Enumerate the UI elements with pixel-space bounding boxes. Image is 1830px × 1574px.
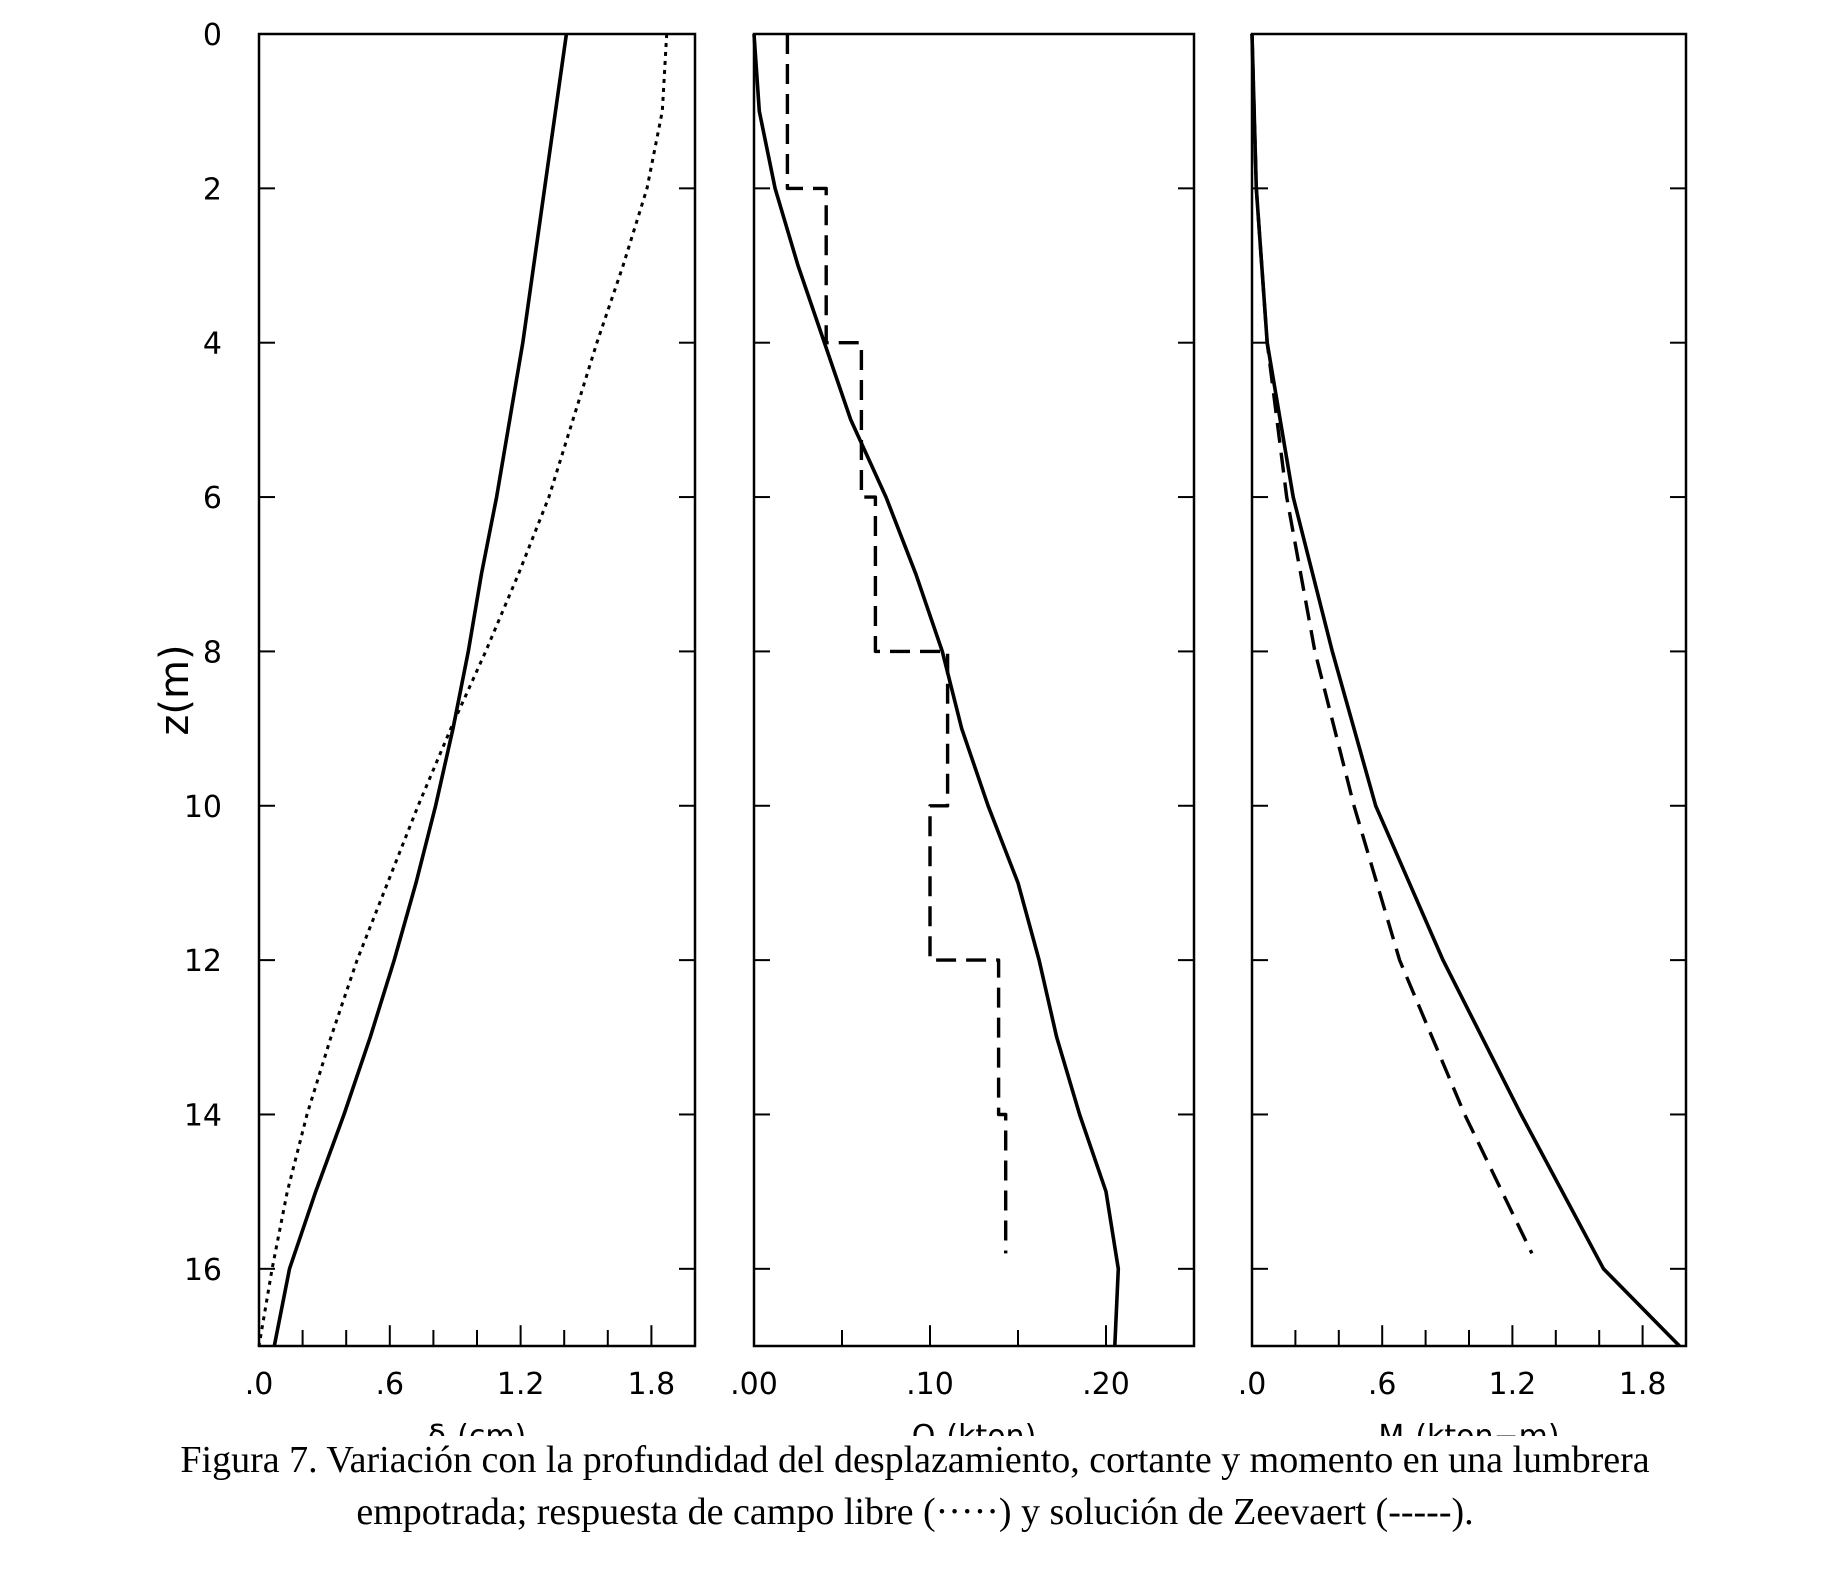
panel-moment-frame <box>1250 32 1688 1348</box>
panel-moment-xlabel: Mz(kton−m) <box>1378 1419 1559 1436</box>
panel-moment-xtick-label: .6 <box>1368 1367 1397 1402</box>
panel-moment-series-solid-line <box>1250 33 1681 1348</box>
panel-shear-xtick-label: .00 <box>730 1367 778 1402</box>
figure-chart: .0 .6 1.2 1.8 δz(cm) .00 .10 .20 Qz(kton) .0 .6 1.2… <box>152 18 1688 1436</box>
panel-displacement-frame <box>257 32 697 1348</box>
panel-displacement-xtick-label: 1.8 <box>628 1367 676 1402</box>
panel-shear-series-dashed-line <box>785 34 1008 1254</box>
ytick-label: 2 <box>203 172 222 207</box>
panel-moment-series-dashed-line <box>1250 33 1534 1255</box>
y-axis-label: z(m) <box>152 644 198 735</box>
ytick-label: 16 <box>184 1253 222 1288</box>
ytick-label: 10 <box>184 790 222 825</box>
panel-displacement-series-dotted-line <box>257 33 669 1347</box>
ytick-label: 0 <box>203 18 222 53</box>
figure-caption-line-1: Figura 7. Variación con la profundidad d… <box>180 1439 1650 1481</box>
panel-displacement-xtick-label: .0 <box>245 1367 274 1402</box>
panel-moment-xtick-label: 1.2 <box>1489 1367 1537 1402</box>
panel-shear-xlabel: Qz(kton) <box>912 1419 1037 1436</box>
ytick-label: 4 <box>203 327 222 362</box>
panel-displacement-xlabel: δz(cm) <box>428 1419 527 1436</box>
panel-shear-xtick-label: .10 <box>906 1367 954 1402</box>
figure-caption-line-2: empotrada; respuesta de campo libre (···… <box>356 1491 1474 1533</box>
ytick-label: 8 <box>203 635 222 670</box>
panel-displacement-series-solid-line <box>272 33 569 1347</box>
ytick-label: 6 <box>203 481 222 516</box>
panel-displacement-xtick-label: 1.2 <box>497 1367 545 1402</box>
ytick-label: 14 <box>184 1098 222 1133</box>
ytick-label: 12 <box>184 944 222 979</box>
panel-shear-series-solid-line <box>752 33 1121 1347</box>
panel-shear-xtick-label: .20 <box>1082 1367 1130 1402</box>
panel-displacement-xtick-label: .6 <box>375 1367 404 1402</box>
panel-shear-frame <box>752 32 1196 1348</box>
panel-moment-xtick-label: 1.8 <box>1619 1367 1667 1402</box>
panel-moment-xtick-label: .0 <box>1238 1367 1267 1402</box>
